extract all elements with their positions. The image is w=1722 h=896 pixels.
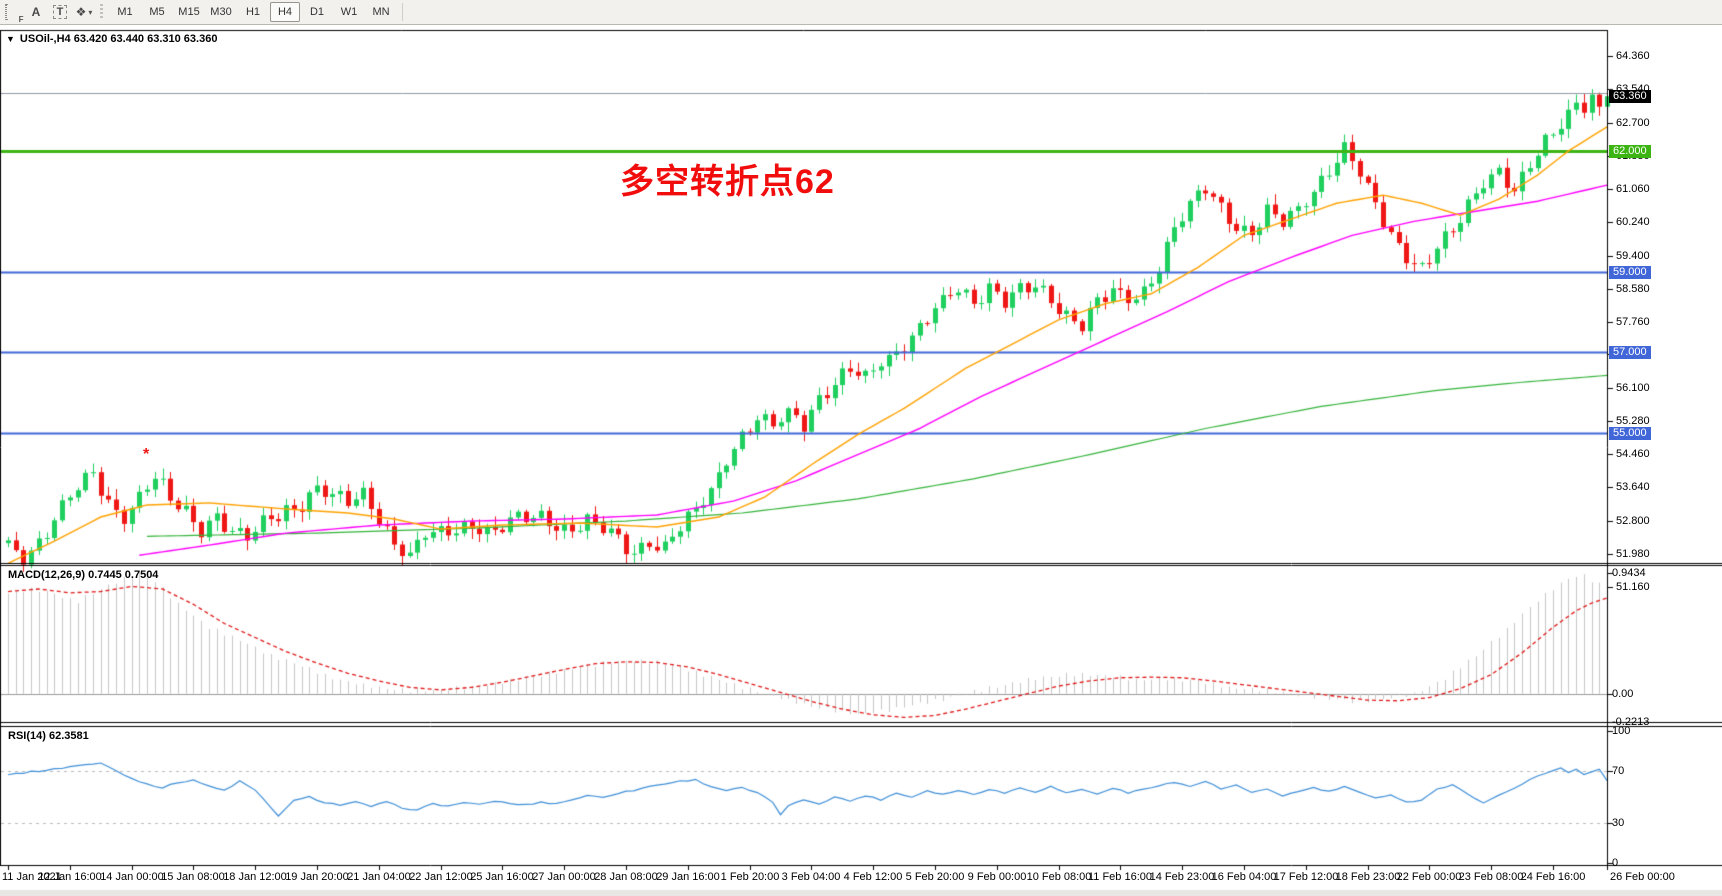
timeframe-button-m30[interactable]: M30 — [210, 6, 232, 18]
price-tick-label: 56.100 — [1616, 382, 1650, 395]
time-axis-label: 29 Jan 16:00 — [656, 871, 720, 883]
current-price-badge: 63.360 — [1609, 90, 1651, 104]
timeframe-button-h1[interactable]: H1 — [245, 6, 261, 18]
time-axis-label: 16 Feb 04:00 — [1211, 871, 1277, 883]
time-axis-label: 12 Jan 16:00 — [38, 871, 102, 883]
rsi-tick-label: 100 — [1612, 725, 1631, 737]
chart-area: ▼ USOil-,H4 63.420 63.440 63.310 63.360 M… — [0, 24, 1722, 896]
time-axis-label: 1 Feb 20:00 — [720, 871, 780, 883]
ohlc-summary: ▼ USOil-,H4 63.420 63.440 63.310 63.360 — [6, 33, 217, 46]
price-tick-label: 51.980 — [1616, 548, 1650, 560]
price-tick-label: 62.700 — [1616, 116, 1650, 129]
time-axis-label: 24 Feb 16:00 — [1520, 871, 1586, 883]
draw-arrows-button[interactable]: ❖ ▾ — [73, 2, 95, 22]
time-axis-label: 25 Jan 16:00 — [470, 871, 534, 883]
time-axis-label: 3 Feb 04:00 — [781, 871, 841, 883]
toolbar: F A T ❖ ▾ M1 M5 M15 M30 H1 H4 D1 W1 MN — [0, 0, 1722, 25]
timeframe-button-w1[interactable]: W1 — [340, 6, 358, 18]
chart-foreground-button[interactable]: F — [1, 2, 24, 24]
timeframe-button-m1[interactable]: M1 — [117, 6, 133, 18]
level-badge-59000: 59.000 — [1609, 265, 1651, 279]
time-axis-label: 21 Jan 04:00 — [347, 871, 411, 883]
time-axis-label: 26 Feb 00:00 — [1610, 871, 1675, 883]
chart-foreground-icon: F — [4, 3, 24, 24]
chart-foreground-grid-icon — [4, 3, 7, 20]
time-axis-label: 23 Feb 08:00 — [1458, 871, 1524, 883]
price-tick-label: 53.640 — [1616, 481, 1650, 494]
rsi-tick-label: 0 — [1612, 857, 1619, 869]
price-tick-label: 58.580 — [1616, 282, 1650, 295]
time-axis-label: 17 Feb 12:00 — [1273, 871, 1339, 883]
time-axis-label: 11 Jan 2021 — [2, 871, 62, 883]
time-axis-label: 14 Feb 23:00 — [1149, 871, 1215, 883]
macd-label: MACD(12,26,9) 0.7445 0.7504 — [8, 569, 159, 581]
level-badge-55000: 55.000 — [1609, 426, 1651, 440]
macd-tick-label: 0.9434 — [1612, 567, 1646, 580]
level-badge-57000: 57.000 — [1609, 346, 1651, 360]
price-tick-label: 57.760 — [1616, 315, 1650, 328]
price-tick-label: 64.360 — [1616, 50, 1650, 62]
timeframe-button-m5[interactable]: M5 — [149, 6, 165, 18]
chart-foreground-glyph: F — [18, 14, 24, 24]
timeframe-button-m15[interactable]: M15 — [178, 6, 200, 18]
time-axis-label: 27 Jan 00:00 — [532, 871, 596, 883]
timeframe-button-d1[interactable]: D1 — [309, 6, 325, 18]
draw-text-label-icon: T — [52, 5, 68, 19]
time-axis-label: 9 Feb 00:00 — [967, 871, 1027, 883]
chart-annotation[interactable]: 多空转折点62 — [620, 163, 835, 201]
price-tick-label: 52.800 — [1616, 515, 1650, 528]
timeframe-button-h4[interactable]: H4 — [270, 2, 300, 22]
collapse-arrow-icon[interactable]: ▼ — [6, 34, 15, 44]
rsi-tick-label: 30 — [1612, 817, 1625, 830]
level-badge-62000: 62.000 — [1609, 144, 1651, 158]
star-marker: * — [143, 446, 150, 463]
time-axis-label: 22 Jan 12:00 — [409, 871, 473, 883]
time-axis-label: 11 Feb 16:00 — [1087, 871, 1153, 883]
time-axis-label: 4 Feb 12:00 — [843, 871, 903, 883]
dropdown-caret-icon: ▾ — [88, 7, 93, 17]
toolbar-separator — [402, 3, 403, 21]
chart-canvas[interactable] — [0, 24, 1722, 896]
price-tick-label: 51.160 — [1616, 581, 1650, 593]
time-axis-label: 14 Jan 00:00 — [100, 871, 164, 883]
time-axis-label: 28 Jan 08:00 — [594, 871, 658, 883]
macd-tick-label: 0.00 — [1612, 687, 1634, 700]
rsi-tick-label: 70 — [1612, 764, 1625, 777]
time-axis-label: 15 Jan 08:00 — [161, 871, 225, 883]
rsi-label: RSI(14) 62.3581 — [8, 730, 89, 742]
timeframe-button-mn[interactable]: MN — [372, 6, 390, 18]
price-tick-label: 54.460 — [1616, 448, 1650, 461]
toolbar-grip[interactable] — [100, 4, 103, 20]
ohlc-summary-text: USOil-,H4 63.420 63.440 63.310 63.360 — [19, 33, 218, 45]
draw-arrows-icon: ❖ — [75, 5, 87, 19]
draw-text-icon: A — [31, 5, 41, 19]
draw-text-button[interactable]: A — [25, 2, 47, 22]
time-axis-label: 10 Feb 08:00 — [1026, 871, 1092, 883]
macd-tick-label: -0.2213 — [1612, 716, 1650, 728]
time-axis-label: 18 Feb 23:00 — [1335, 871, 1401, 883]
time-axis-label: 18 Jan 12:00 — [223, 871, 287, 883]
time-axis-label: 19 Jan 20:00 — [285, 871, 349, 883]
draw-text-label-button[interactable]: T — [49, 2, 71, 22]
price-tick-label: 60.240 — [1616, 215, 1650, 228]
time-axis-label: 22 Feb 00:00 — [1396, 871, 1462, 883]
price-tick-label: 59.400 — [1616, 249, 1650, 262]
price-tick-label: 61.060 — [1616, 182, 1650, 195]
time-axis-label: 5 Feb 20:00 — [905, 871, 965, 883]
price-tick-label: 55.280 — [1616, 415, 1650, 428]
